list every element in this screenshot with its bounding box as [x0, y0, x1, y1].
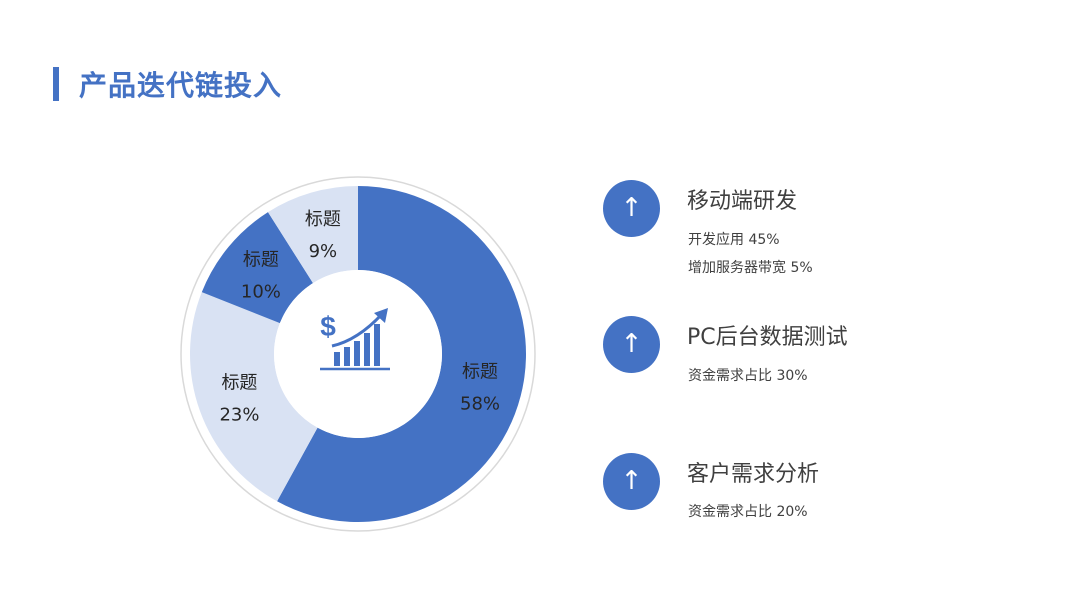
- item-title: 客户需求分析: [687, 462, 820, 487]
- slice-label: 标题: [305, 209, 341, 230]
- slice-value-label: 9%: [309, 241, 338, 262]
- item-detail: 资金需求占比 30%: [688, 368, 808, 384]
- slice-label: 标题: [221, 373, 257, 394]
- slice-value-label: 23%: [219, 405, 259, 426]
- slice-labels: 标题 58% 标题 23% 标题 10% 标题 9%: [219, 209, 500, 426]
- dollar-growth-bar-icon: $: [320, 308, 390, 371]
- slice-label: 标题: [243, 250, 279, 271]
- svg-text:$: $: [320, 311, 336, 342]
- arrow-up-icon: ↑: [603, 453, 660, 510]
- item-detail: 资金需求占比 20%: [688, 504, 808, 520]
- pie-slice: [277, 186, 526, 522]
- arrow-up-icon: ↑: [603, 316, 660, 373]
- item-title: PC后台数据测试: [687, 325, 848, 350]
- item-detail: 增加服务器带宽 5%: [688, 260, 813, 276]
- donut-slices: [190, 186, 526, 522]
- pie-slice: [267, 186, 358, 284]
- slice-value-label: 58%: [460, 393, 500, 414]
- page-header: 产品迭代链投入: [53, 66, 282, 102]
- arrow-up-icon: ↑: [603, 180, 660, 237]
- page-title: 产品迭代链投入: [79, 69, 283, 102]
- slice-label: 标题: [462, 361, 498, 382]
- title-accent-bar: [53, 67, 59, 101]
- item-title: 移动端研发: [687, 189, 798, 214]
- pie-slice: [190, 292, 318, 502]
- slice-value-label: 10%: [241, 282, 281, 303]
- item-detail: 开发应用 45%: [688, 232, 780, 248]
- pie-slice: [201, 212, 313, 324]
- donut-chart: 标题 58% 标题 23% 标题 10% 标题 9% $: [180, 176, 536, 532]
